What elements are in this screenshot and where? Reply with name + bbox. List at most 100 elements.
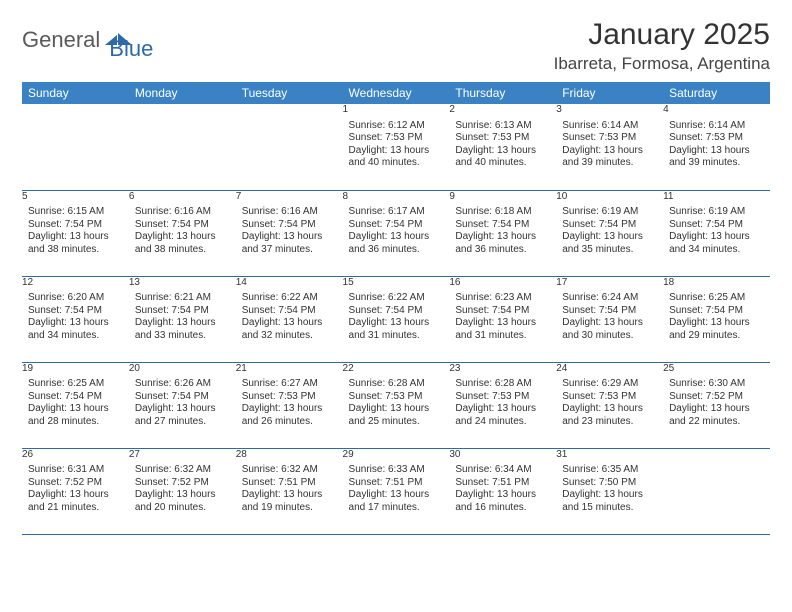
weekday-header: Wednesday: [343, 82, 450, 104]
day-number: 11: [663, 191, 770, 204]
weekday-header-row: SundayMondayTuesdayWednesdayThursdayFrid…: [22, 82, 770, 104]
day-body: Sunrise: 6:25 AMSunset: 7:54 PMDaylight:…: [663, 289, 770, 346]
sunset-line: Sunset: 7:53 PM: [349, 132, 444, 145]
day-number: 16: [449, 277, 556, 290]
calendar-day-cell: 24Sunrise: 6:29 AMSunset: 7:53 PMDayligh…: [556, 362, 663, 448]
weekday-header: Friday: [556, 82, 663, 104]
day-body: Sunrise: 6:13 AMSunset: 7:53 PMDaylight:…: [449, 117, 556, 174]
day-body: Sunrise: 6:16 AMSunset: 7:54 PMDaylight:…: [129, 203, 236, 260]
location: Ibarreta, Formosa, Argentina: [554, 54, 770, 74]
daylight-line: Daylight: 13 hours and 19 minutes.: [242, 489, 337, 514]
day-body: Sunrise: 6:24 AMSunset: 7:54 PMDaylight:…: [556, 289, 663, 346]
daylight-line: Daylight: 13 hours and 16 minutes.: [455, 489, 550, 514]
day-body: Sunrise: 6:35 AMSunset: 7:50 PMDaylight:…: [556, 461, 663, 518]
daylight-line: Daylight: 13 hours and 36 minutes.: [455, 231, 550, 256]
sunset-line: Sunset: 7:52 PM: [28, 477, 123, 490]
day-body: Sunrise: 6:31 AMSunset: 7:52 PMDaylight:…: [22, 461, 129, 518]
daylight-line: Daylight: 13 hours and 26 minutes.: [242, 403, 337, 428]
daylight-line: Daylight: 13 hours and 27 minutes.: [135, 403, 230, 428]
sunset-line: Sunset: 7:54 PM: [242, 305, 337, 318]
calendar-day-cell: 26Sunrise: 6:31 AMSunset: 7:52 PMDayligh…: [22, 448, 129, 534]
day-body: Sunrise: 6:18 AMSunset: 7:54 PMDaylight:…: [449, 203, 556, 260]
day-number: 9: [449, 191, 556, 204]
sunset-line: Sunset: 7:53 PM: [242, 391, 337, 404]
day-number: 22: [343, 363, 450, 376]
weekday-header: Tuesday: [236, 82, 343, 104]
daylight-line: Daylight: 13 hours and 34 minutes.: [669, 231, 764, 256]
sunset-line: Sunset: 7:54 PM: [28, 305, 123, 318]
day-number: 28: [236, 449, 343, 462]
day-number: 23: [449, 363, 556, 376]
sunrise-line: Sunrise: 6:16 AM: [242, 206, 337, 219]
sunset-line: Sunset: 7:54 PM: [455, 305, 550, 318]
day-body: Sunrise: 6:32 AMSunset: 7:51 PMDaylight:…: [236, 461, 343, 518]
daylight-line: Daylight: 13 hours and 24 minutes.: [455, 403, 550, 428]
daylight-line: Daylight: 13 hours and 31 minutes.: [455, 317, 550, 342]
day-body: Sunrise: 6:23 AMSunset: 7:54 PMDaylight:…: [449, 289, 556, 346]
daylight-line: Daylight: 13 hours and 23 minutes.: [562, 403, 657, 428]
calendar-day-cell: 10Sunrise: 6:19 AMSunset: 7:54 PMDayligh…: [556, 190, 663, 276]
calendar-empty-cell: [22, 104, 129, 190]
day-body: Sunrise: 6:22 AMSunset: 7:54 PMDaylight:…: [343, 289, 450, 346]
sunset-line: Sunset: 7:54 PM: [669, 219, 764, 232]
sunrise-line: Sunrise: 6:20 AM: [28, 292, 123, 305]
daylight-line: Daylight: 13 hours and 33 minutes.: [135, 317, 230, 342]
day-body: Sunrise: 6:22 AMSunset: 7:54 PMDaylight:…: [236, 289, 343, 346]
sunset-line: Sunset: 7:53 PM: [349, 391, 444, 404]
calendar-day-cell: 14Sunrise: 6:22 AMSunset: 7:54 PMDayligh…: [236, 276, 343, 362]
daylight-line: Daylight: 13 hours and 21 minutes.: [28, 489, 123, 514]
daylight-line: Daylight: 13 hours and 22 minutes.: [669, 403, 764, 428]
sunset-line: Sunset: 7:54 PM: [349, 305, 444, 318]
calendar-week-row: 12Sunrise: 6:20 AMSunset: 7:54 PMDayligh…: [22, 276, 770, 362]
sunset-line: Sunset: 7:52 PM: [669, 391, 764, 404]
day-number: 31: [556, 449, 663, 462]
month-title: January 2025: [554, 18, 770, 52]
calendar-day-cell: 3Sunrise: 6:14 AMSunset: 7:53 PMDaylight…: [556, 104, 663, 190]
sunrise-line: Sunrise: 6:33 AM: [349, 464, 444, 477]
day-body: Sunrise: 6:25 AMSunset: 7:54 PMDaylight:…: [22, 375, 129, 432]
daylight-line: Daylight: 13 hours and 36 minutes.: [349, 231, 444, 256]
sunset-line: Sunset: 7:54 PM: [135, 391, 230, 404]
calendar-week-row: 5Sunrise: 6:15 AMSunset: 7:54 PMDaylight…: [22, 190, 770, 276]
day-number: 8: [343, 191, 450, 204]
day-body: Sunrise: 6:34 AMSunset: 7:51 PMDaylight:…: [449, 461, 556, 518]
sunrise-line: Sunrise: 6:31 AM: [28, 464, 123, 477]
day-number: 18: [663, 277, 770, 290]
day-body: Sunrise: 6:17 AMSunset: 7:54 PMDaylight:…: [343, 203, 450, 260]
day-number: 20: [129, 363, 236, 376]
sunrise-line: Sunrise: 6:32 AM: [242, 464, 337, 477]
calendar-day-cell: 20Sunrise: 6:26 AMSunset: 7:54 PMDayligh…: [129, 362, 236, 448]
daylight-line: Daylight: 13 hours and 32 minutes.: [242, 317, 337, 342]
daylight-line: Daylight: 13 hours and 15 minutes.: [562, 489, 657, 514]
calendar-day-cell: 22Sunrise: 6:28 AMSunset: 7:53 PMDayligh…: [343, 362, 450, 448]
sunrise-line: Sunrise: 6:14 AM: [669, 120, 764, 133]
day-number: 2: [449, 104, 556, 117]
calendar-day-cell: 29Sunrise: 6:33 AMSunset: 7:51 PMDayligh…: [343, 448, 450, 534]
weekday-header: Sunday: [22, 82, 129, 104]
calendar-day-cell: 12Sunrise: 6:20 AMSunset: 7:54 PMDayligh…: [22, 276, 129, 362]
calendar-day-cell: 8Sunrise: 6:17 AMSunset: 7:54 PMDaylight…: [343, 190, 450, 276]
calendar-week-row: 19Sunrise: 6:25 AMSunset: 7:54 PMDayligh…: [22, 362, 770, 448]
weekday-header: Thursday: [449, 82, 556, 104]
day-body: Sunrise: 6:28 AMSunset: 7:53 PMDaylight:…: [449, 375, 556, 432]
sunrise-line: Sunrise: 6:35 AM: [562, 464, 657, 477]
day-body: Sunrise: 6:27 AMSunset: 7:53 PMDaylight:…: [236, 375, 343, 432]
sunset-line: Sunset: 7:50 PM: [562, 477, 657, 490]
sunset-line: Sunset: 7:51 PM: [242, 477, 337, 490]
brand-text-1: General: [22, 27, 100, 53]
day-number: 27: [129, 449, 236, 462]
daylight-line: Daylight: 13 hours and 40 minutes.: [455, 145, 550, 170]
brand-logo: General Blue: [22, 18, 153, 62]
daylight-line: Daylight: 13 hours and 17 minutes.: [349, 489, 444, 514]
calendar-day-cell: 15Sunrise: 6:22 AMSunset: 7:54 PMDayligh…: [343, 276, 450, 362]
calendar-week-row: 26Sunrise: 6:31 AMSunset: 7:52 PMDayligh…: [22, 448, 770, 534]
daylight-line: Daylight: 13 hours and 39 minutes.: [562, 145, 657, 170]
sunset-line: Sunset: 7:53 PM: [669, 132, 764, 145]
sunset-line: Sunset: 7:54 PM: [562, 305, 657, 318]
day-body: Sunrise: 6:33 AMSunset: 7:51 PMDaylight:…: [343, 461, 450, 518]
calendar-day-cell: 11Sunrise: 6:19 AMSunset: 7:54 PMDayligh…: [663, 190, 770, 276]
day-number: 19: [22, 363, 129, 376]
daylight-line: Daylight: 13 hours and 37 minutes.: [242, 231, 337, 256]
sunrise-line: Sunrise: 6:24 AM: [562, 292, 657, 305]
day-number: 5: [22, 191, 129, 204]
